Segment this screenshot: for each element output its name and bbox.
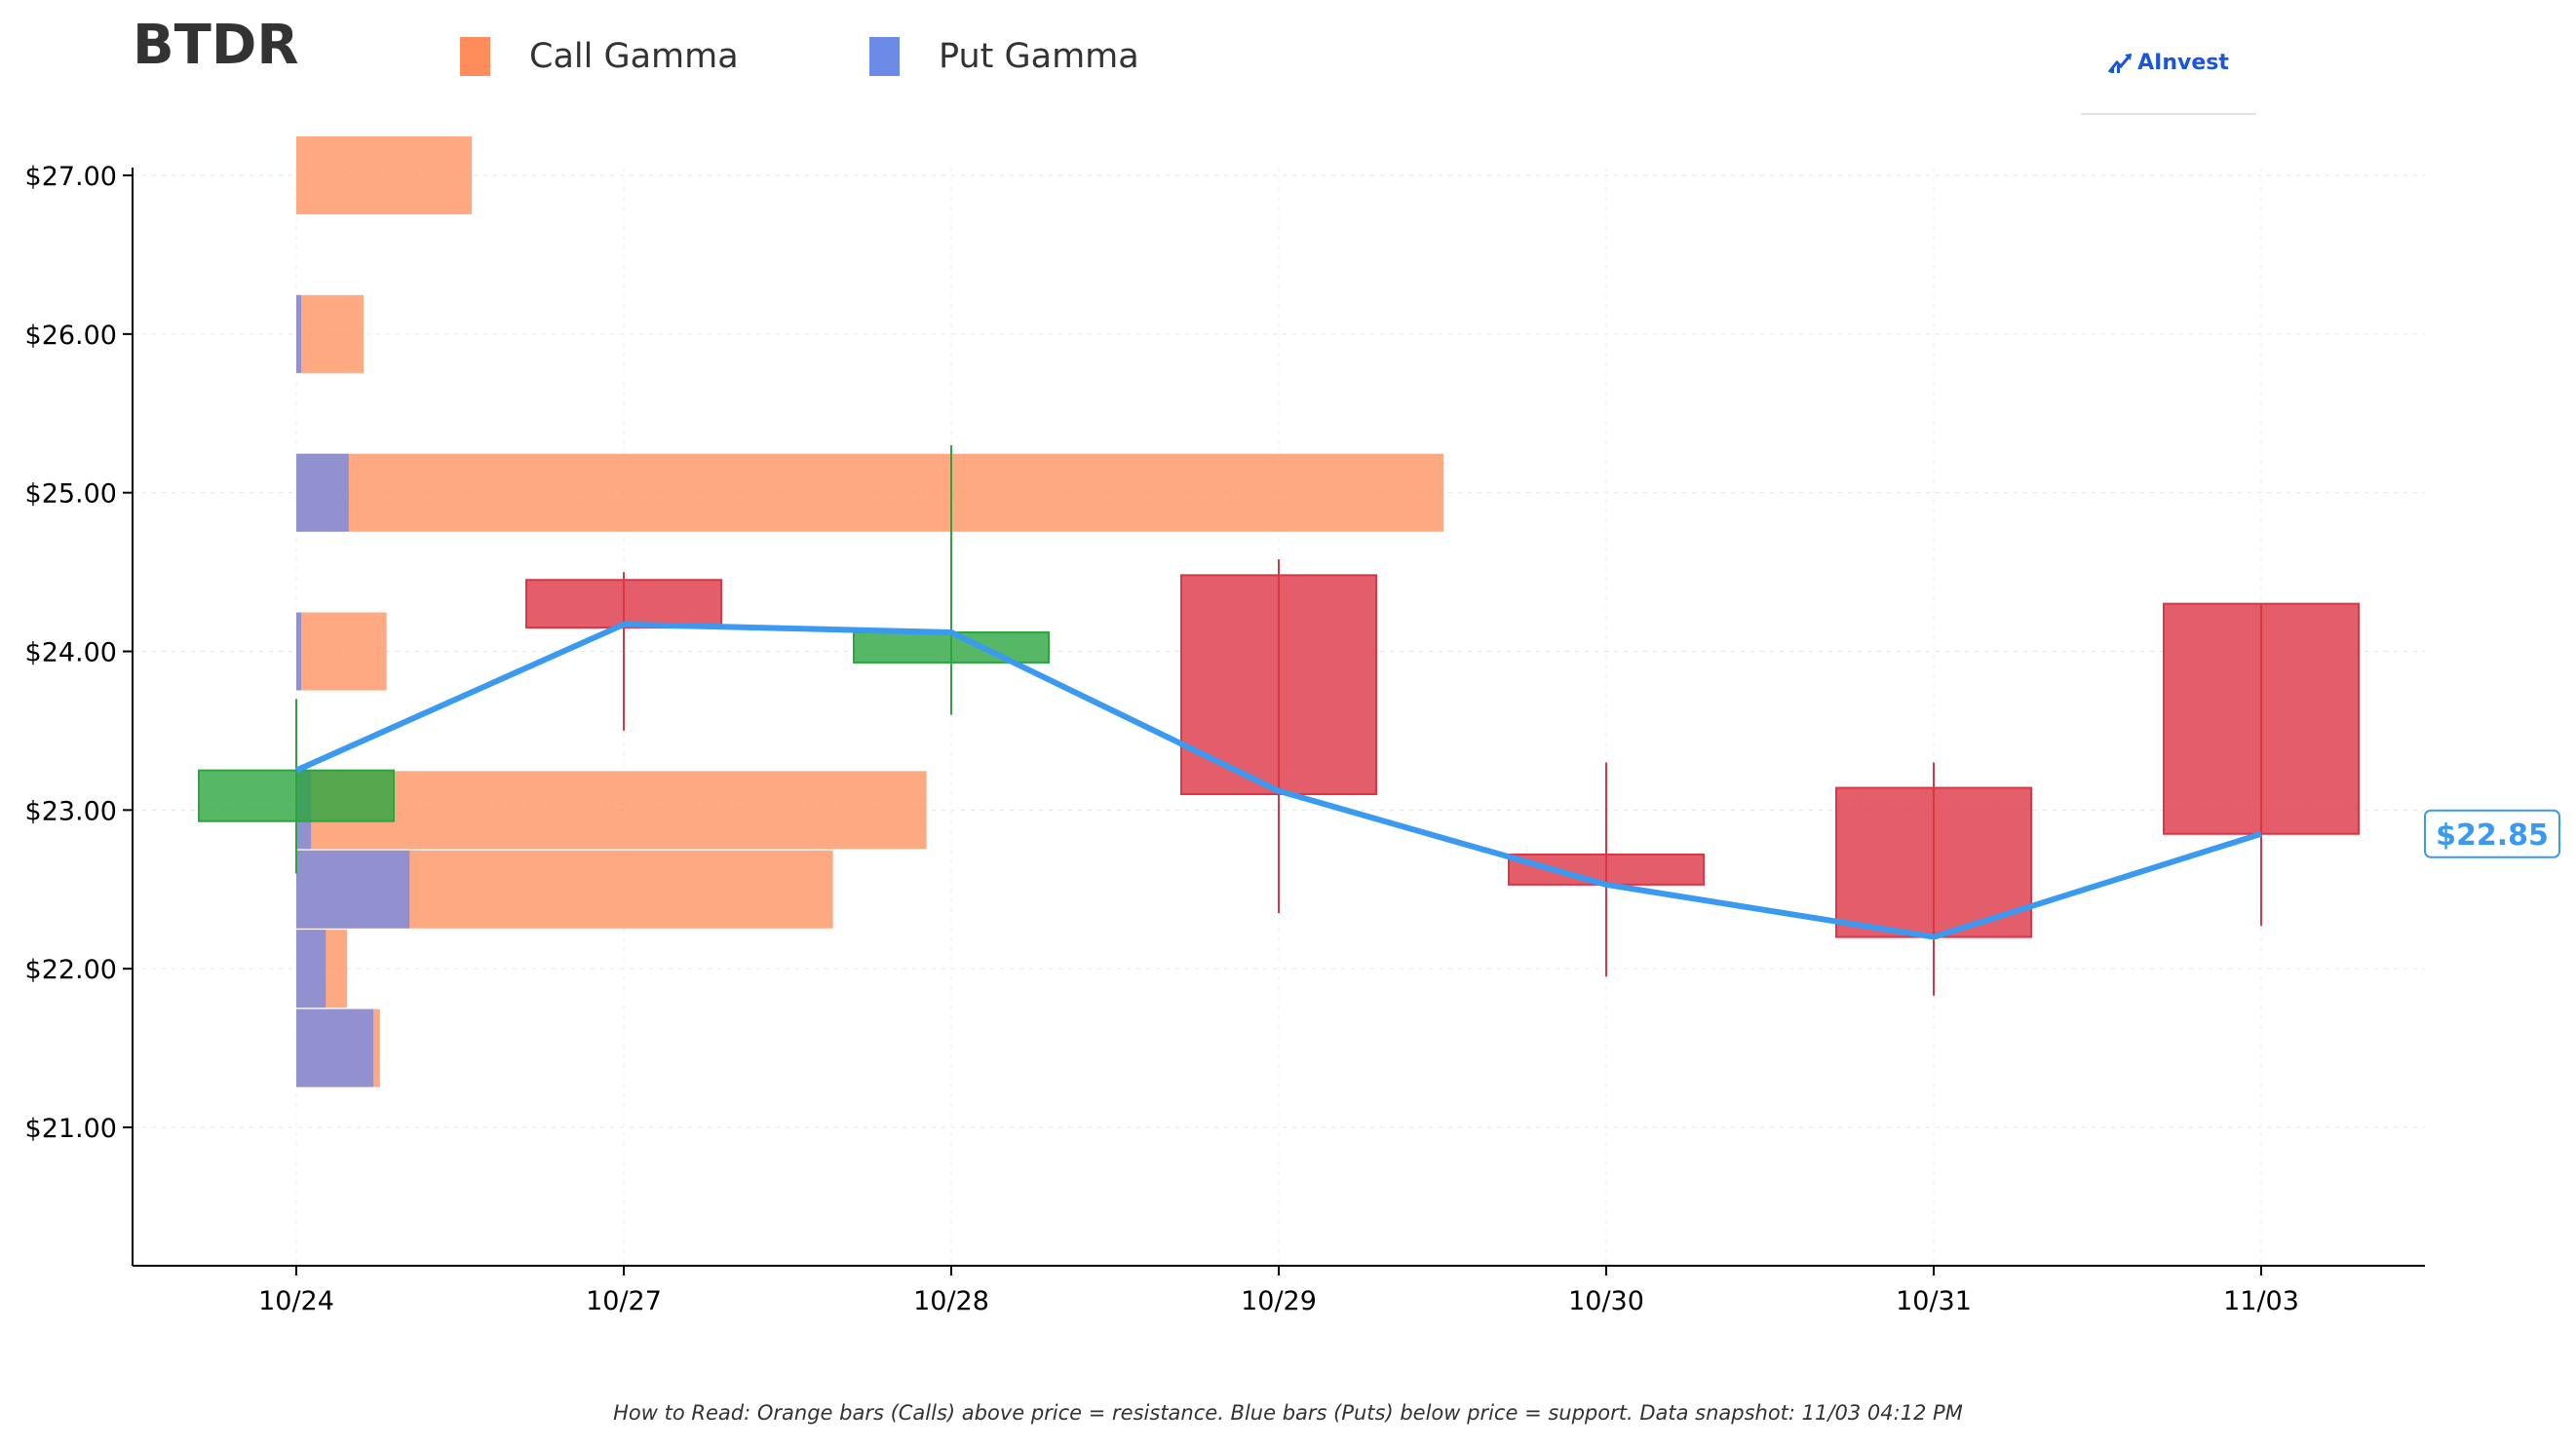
candle-body	[1508, 853, 1705, 886]
brand-logo: AInvest	[2081, 47, 2256, 115]
put-gamma-bar	[296, 294, 302, 373]
x-tick-label: 10/24	[258, 1286, 334, 1316]
legend-item-call-gamma: Call Gamma	[460, 37, 739, 76]
candle-body	[198, 769, 395, 822]
x-tick-label: 10/27	[586, 1286, 662, 1316]
footnote: How to Read: Orange bars (Calls) above p…	[613, 1401, 1963, 1425]
ainvest-logo-icon	[2108, 53, 2133, 73]
call-gamma-bar	[296, 771, 927, 850]
call-gamma-bar	[296, 612, 387, 691]
put-gamma-bar	[296, 453, 349, 532]
y-tick-label: $24.00	[25, 638, 117, 668]
legend-label-put-gamma: Put Gamma	[939, 37, 1139, 76]
candle-body	[1180, 574, 1377, 796]
x-tick-label: 10/29	[1241, 1286, 1317, 1316]
y-tick-label: $22.00	[25, 955, 117, 985]
put-gamma-bar	[296, 850, 410, 929]
x-tick-label: 11/03	[2223, 1286, 2299, 1316]
put-gamma-bar	[296, 612, 302, 691]
y-tick-label: $21.00	[25, 1114, 117, 1144]
candle-body	[853, 630, 1050, 664]
y-tick-label: $23.00	[25, 796, 117, 826]
last-price-label: $22.85	[2436, 818, 2549, 853]
put-gamma-swatch	[869, 37, 900, 76]
price-line	[294, 621, 2262, 940]
call-gamma-bar	[296, 453, 1443, 532]
y-tick-label: $25.00	[25, 479, 117, 510]
plot-area: $22.85 $21.00 $22.00 $23.00 $24.00 $25.00 $26.…	[25, 136, 2560, 1316]
chart-title: BTDR	[133, 14, 299, 77]
x-tick-label: 10/30	[1568, 1286, 1644, 1316]
legend-label-call-gamma: Call Gamma	[529, 37, 739, 76]
candle-body	[1835, 786, 2032, 938]
x-tick-label: 10/31	[1896, 1286, 1972, 1316]
candle-body	[2163, 602, 2360, 835]
candle-body	[525, 579, 722, 629]
put-gamma-bar	[296, 1008, 374, 1087]
y-tick-label: $26.00	[25, 321, 117, 351]
last-price-label-box	[2424, 809, 2560, 858]
call-gamma-bar	[296, 294, 365, 373]
put-gamma-bar	[296, 930, 327, 1008]
x-tick-label: 10/28	[913, 1286, 989, 1316]
call-gamma-bar	[296, 136, 473, 214]
legend-item-put-gamma: Put Gamma	[869, 37, 1139, 76]
y-tick-label: $27.00	[25, 162, 117, 192]
call-gamma-swatch	[460, 37, 490, 76]
brand-name: AInvest	[2137, 51, 2229, 75]
